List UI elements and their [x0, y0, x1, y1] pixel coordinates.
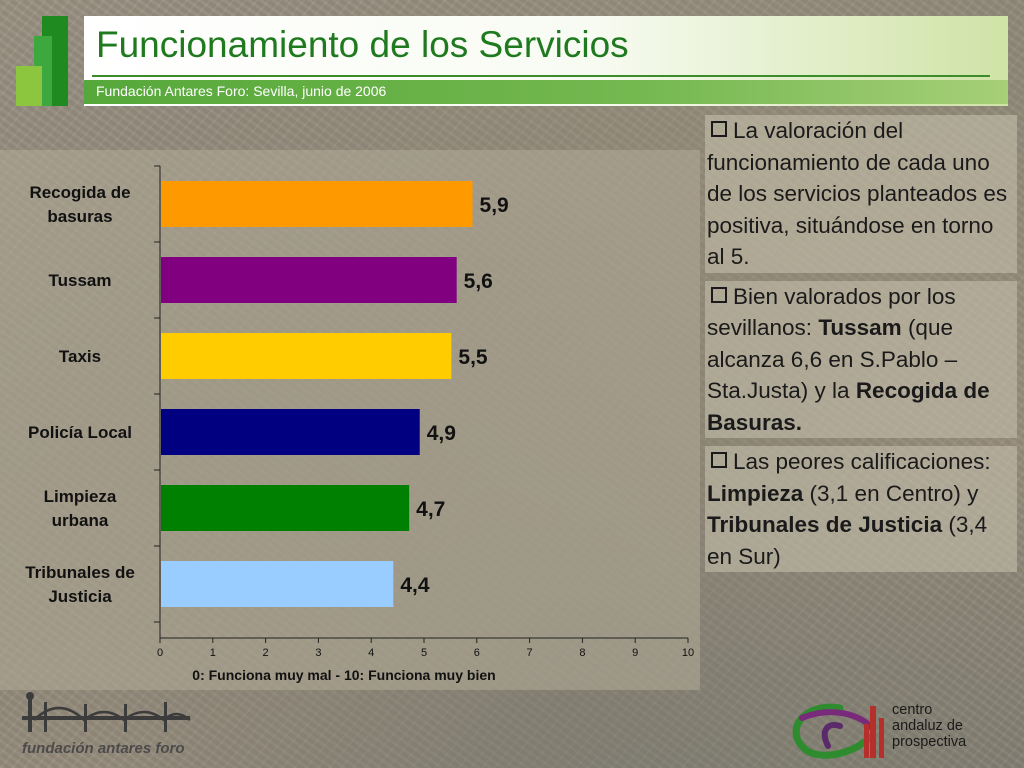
category-label: Tussam: [49, 271, 112, 290]
note-item: Bien valorados por los sevillanos: Tussa…: [705, 280, 1017, 438]
slide-logo-bars: [16, 16, 72, 106]
x-tick-label: 7: [527, 647, 533, 659]
note-text: (3,1 en Centro) y: [803, 480, 979, 506]
x-tick-label: 3: [315, 647, 321, 659]
x-tick-label: 4: [368, 647, 374, 659]
bridge-icon: [22, 692, 191, 732]
checkbox-bullet-icon: [711, 452, 727, 468]
note-text: Limpieza: [707, 480, 804, 506]
subtitle-band: [84, 80, 1008, 104]
prospectiva-emblem-icon: [792, 703, 884, 759]
bar: [161, 257, 457, 303]
note-text: (3,4 en Sur): [707, 512, 988, 569]
note-text: (que alcanza 6,6 en S.Pablo – Sta.Justa)…: [707, 315, 958, 403]
category-label-line: basuras: [47, 207, 112, 226]
category-label-line: Limpieza: [44, 487, 117, 506]
x-tick-label: 6: [474, 647, 480, 659]
note-text: Tribunales de Justicia: [707, 512, 943, 537]
bar-chart: 0 1 2 3 4 5 6 7 8 9 10 0: Funciona muy mal - 10: Fu…: [25, 165, 694, 683]
chart-panel: 0 1 2 3 4 5 6 7 8 9 10 0: Funciona muy mal - 10: Fu…: [0, 150, 700, 690]
centro-andaluz-name: centro andaluz de prospectiva: [892, 702, 967, 750]
note-text: Tussam: [818, 315, 902, 340]
title-divider: [92, 75, 990, 77]
note-text: La valoración del funcionamiento de cada…: [707, 118, 1008, 269]
note-text: Las peores calificaciones:: [733, 449, 991, 474]
category-label-line: Recogida de: [29, 183, 130, 202]
bar: [161, 181, 473, 227]
fundacion-antares-name: fundación antares foro: [22, 740, 185, 757]
logo-bar-short: [16, 66, 42, 106]
x-tick-label: 1: [210, 647, 216, 659]
note-text: Bien valorados por los sevillanos:: [707, 283, 956, 341]
x-tick-label: 0: [157, 647, 163, 659]
category-label: Recogida de basuras: [29, 183, 130, 226]
bar: [161, 561, 394, 607]
data-label: 5,6: [464, 270, 493, 293]
data-label: 4,9: [427, 422, 456, 445]
category-label: Tribunales de Justicia: [25, 563, 135, 606]
x-axis-title: 0: Funciona muy mal - 10: Funciona muy b…: [192, 667, 495, 683]
page-title: Funcionamiento de los Servicios: [96, 24, 629, 65]
checkbox-bullet-icon: [711, 286, 727, 303]
commentary-notes: La valoración del funcionamiento de cada…: [705, 115, 1017, 580]
note-item: La valoración del funcionamiento de cada…: [705, 115, 1017, 273]
data-label: 5,9: [480, 194, 509, 217]
category-label-line: Policía Local: [28, 423, 132, 442]
category-label: Limpieza urbana: [44, 487, 117, 530]
category-label-line: Taxis: [59, 347, 101, 366]
bar: [161, 409, 420, 455]
note-item: Las peores calificaciones: Limpieza (3,1…: [705, 446, 1017, 572]
bar: [161, 333, 452, 379]
data-label: 4,7: [416, 498, 445, 521]
checkbox-bullet-icon: [711, 121, 727, 137]
note-text: Recogida de Basuras.: [707, 378, 990, 435]
slide-header: Funcionamiento de los Servicios Fundació…: [84, 16, 1008, 106]
category-label-line: Justicia: [48, 587, 112, 606]
page-subtitle: Fundación Antares Foro: Sevilla, junio d…: [96, 83, 387, 99]
bar: [161, 485, 410, 531]
centro-andaluz-logo: centro andaluz de prospectiva: [780, 700, 1015, 760]
x-tick-label: 8: [579, 647, 585, 659]
x-tick-label: 5: [421, 647, 427, 659]
data-label: 5,5: [458, 346, 488, 369]
fundacion-antares-logo: fundación antares foro: [14, 690, 199, 760]
x-tick-label: 10: [682, 647, 694, 659]
category-label-line: Tussam: [49, 271, 112, 290]
data-label: 4,4: [400, 574, 430, 597]
x-tick-label: 2: [263, 647, 269, 659]
category-label-line: urbana: [52, 511, 109, 530]
category-label: Policía Local: [28, 423, 132, 442]
category-label: Taxis: [59, 347, 101, 366]
category-label-line: Tribunales de: [25, 563, 135, 582]
x-tick-label: 9: [632, 647, 638, 659]
